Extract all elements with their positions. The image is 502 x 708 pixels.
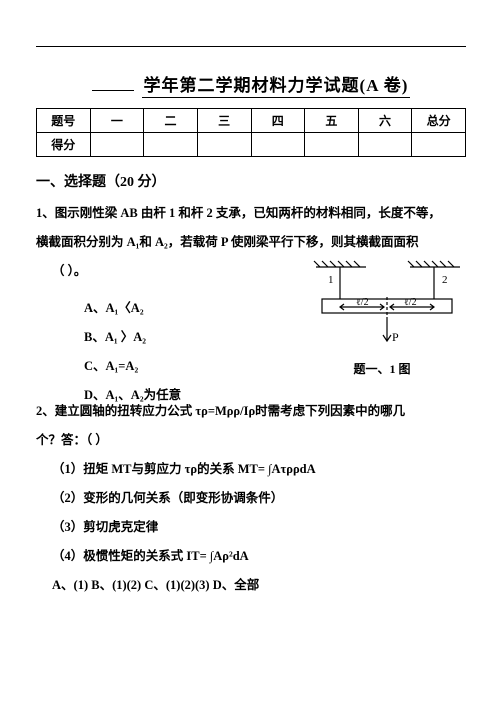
q1-figure: 1 2 ℓ/2 ℓ/2 P 题一、1 图 bbox=[298, 259, 466, 377]
title-row: 学年第二学期材料力学试题(A 卷) bbox=[36, 71, 466, 96]
q2-item2: （2）变形的几何关系（即变形协调条件） bbox=[36, 486, 466, 511]
q2-item3: （3）剪切虎克定律 bbox=[36, 515, 466, 540]
cell: 二 bbox=[144, 109, 198, 133]
cell bbox=[144, 133, 198, 157]
cell: 总分 bbox=[412, 109, 466, 133]
cell bbox=[358, 133, 412, 157]
q2-opts: A、(1) B、(1)(2) C、(1)(2)(3) D、全部 bbox=[36, 573, 466, 598]
cell bbox=[251, 133, 305, 157]
q2-line2: 个？答：（ ） bbox=[36, 428, 466, 453]
fig-label-l2b: ℓ/2 bbox=[404, 297, 417, 308]
fig-label-1: 1 bbox=[328, 274, 334, 286]
cell: 五 bbox=[305, 109, 359, 133]
q1-opt-c: C、A₁=A₂ bbox=[36, 354, 285, 379]
q1-fig-caption: 题一、1 图 bbox=[298, 360, 466, 377]
q1-line2: 横截面积分别为 A₁和 A₂，若载荷 P 使刚梁平行下移，则其横截面面积 bbox=[36, 230, 466, 255]
header-rule bbox=[36, 46, 466, 47]
title-blank bbox=[92, 90, 134, 91]
q1-opt-b: B、A₁ 〉A₂ bbox=[36, 325, 285, 350]
table-row: 题号 一 二 三 四 五 六 总分 bbox=[37, 109, 466, 133]
cell: 六 bbox=[358, 109, 412, 133]
cell: 三 bbox=[197, 109, 251, 133]
cell: 题号 bbox=[37, 109, 91, 133]
fig-label-p: P bbox=[392, 330, 399, 344]
cell bbox=[412, 133, 466, 157]
section-heading: 一、选择题（20 分） bbox=[36, 171, 466, 191]
cell: 得分 bbox=[37, 133, 91, 157]
cell bbox=[197, 133, 251, 157]
q1-line3: （ ）。 bbox=[36, 259, 285, 284]
title-text: 学年第二学期材料力学试题(A 卷) bbox=[142, 76, 411, 98]
cell: 四 bbox=[251, 109, 305, 133]
cell bbox=[90, 133, 144, 157]
q2-item4: （4）极惯性矩的关系式 IT= ∫Aρ²dA bbox=[36, 544, 466, 569]
q1-opt-d: D、A₁、A₂为任意 bbox=[36, 383, 285, 408]
q2-item1: （1）扭矩 MT与剪应力 τρ的关系 MT= ∫AτρρdA bbox=[36, 457, 466, 482]
table-row: 得分 bbox=[37, 133, 466, 157]
beam-diagram-icon: 1 2 ℓ/2 ℓ/2 P bbox=[298, 259, 466, 349]
fig-label-2: 2 bbox=[442, 274, 448, 286]
fig-label-l2a: ℓ/2 bbox=[356, 297, 369, 308]
q1-opt-a: A、A₁〈A₂ bbox=[36, 296, 285, 321]
cell bbox=[305, 133, 359, 157]
score-table: 题号 一 二 三 四 五 六 总分 得分 bbox=[36, 108, 466, 157]
cell: 一 bbox=[90, 109, 144, 133]
q1-figure-block: （ ）。 A、A₁〈A₂ B、A₁ 〉A₂ C、A₁=A₂ D、A₁、A₂为任意 bbox=[36, 259, 466, 399]
q1-line1: 1、图示刚性梁 AB 由杆 1 和杆 2 支承，已知两杆的材料相同，长度不等， bbox=[36, 201, 466, 226]
